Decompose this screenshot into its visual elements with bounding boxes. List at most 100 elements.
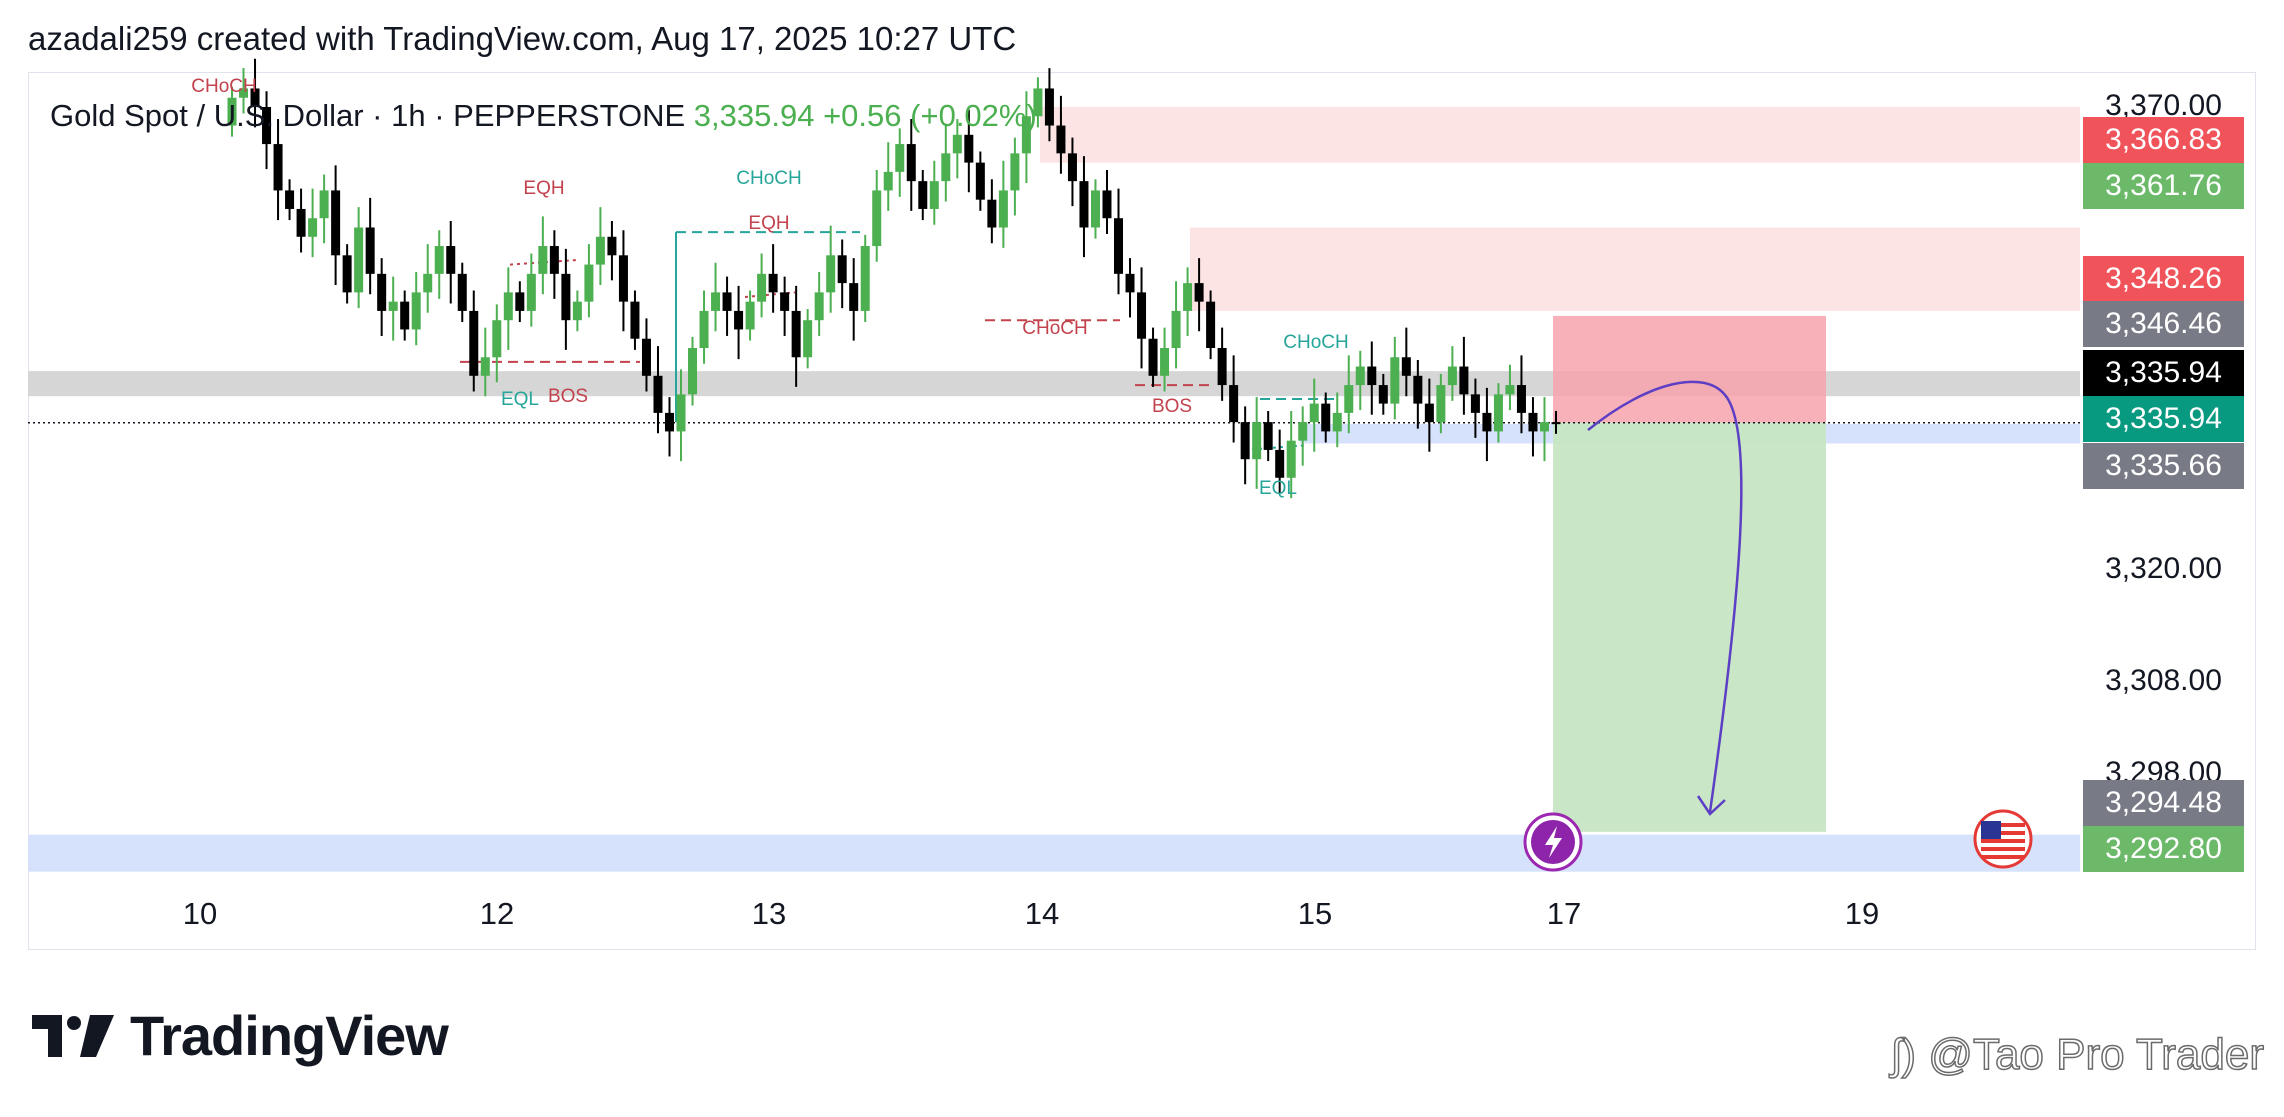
- lightning-event-icon: [1523, 812, 1583, 872]
- candle-body: [1021, 116, 1031, 154]
- candle-body: [1263, 422, 1273, 450]
- candle-body: [400, 301, 410, 330]
- take-profit-box: [1553, 422, 1826, 832]
- candle-body: [262, 107, 272, 145]
- candle-body: [975, 162, 985, 200]
- chart-frame: [28, 72, 2256, 950]
- price-tag: 3,335.94: [2083, 396, 2244, 442]
- candle-body: [1551, 422, 1561, 425]
- price-tag: 3,335.66: [2083, 443, 2244, 489]
- projection-layer: [1587, 380, 1743, 816]
- candle-body: [1505, 385, 1515, 395]
- annotation-label: CHoCH: [736, 168, 801, 189]
- candle-body: [641, 338, 651, 376]
- candle-body: [1252, 422, 1262, 460]
- candle-body: [319, 190, 329, 219]
- candle-body: [664, 412, 674, 432]
- position-layer: [28, 315, 2080, 832]
- candle-body: [1528, 412, 1538, 432]
- candle-body: [1447, 366, 1457, 386]
- candle-body: [1137, 292, 1147, 339]
- candle-body: [331, 190, 341, 256]
- candle-body: [365, 227, 375, 274]
- candle-body: [1125, 273, 1135, 293]
- candle-body: [918, 181, 928, 209]
- candle-body: [1378, 385, 1388, 404]
- candle-body: [1286, 440, 1296, 478]
- candle-body: [1539, 422, 1549, 432]
- candle-body: [250, 88, 260, 107]
- candle-body: [1493, 394, 1503, 432]
- candle-body: [1229, 385, 1239, 423]
- chart-caption: azadali259 created with TradingView.com,…: [28, 20, 1017, 57]
- candle-body: [883, 171, 893, 191]
- candle-body: [1459, 366, 1469, 395]
- candle-body: [653, 375, 663, 413]
- candle-body: [595, 236, 605, 265]
- x-tick-label: 12: [479, 896, 515, 931]
- x-tick-label: 19: [1844, 896, 1880, 931]
- candle-body: [296, 208, 306, 237]
- candle-body: [1401, 357, 1411, 376]
- x-tick-label: 14: [1024, 896, 1060, 931]
- symbol-info[interactable]: Gold Spot / U.S. Dollar · 1h · PEPPERSTO…: [50, 98, 1037, 134]
- candle-body: [987, 199, 997, 228]
- candle-body: [515, 292, 525, 311]
- annotation-label: CHoCH: [191, 76, 256, 97]
- candle-body: [676, 394, 686, 432]
- candle-body: [803, 320, 813, 358]
- price-change: +0.56: [823, 98, 902, 133]
- candle-body: [791, 310, 801, 358]
- candle-body: [768, 273, 778, 293]
- candle-body: [849, 283, 859, 311]
- candle-body: [1344, 385, 1354, 413]
- candle-body: [469, 310, 479, 376]
- candle-body: [273, 144, 283, 191]
- candle-body: [1436, 385, 1446, 423]
- candle-body: [964, 134, 974, 163]
- candle-body: [1067, 153, 1077, 182]
- candle-body: [308, 218, 318, 237]
- price-tag: 3,292.80: [2083, 826, 2244, 872]
- y-tick-label: 3,320.00: [2105, 552, 2222, 586]
- candle-body: [1470, 394, 1480, 413]
- candle-body: [607, 236, 617, 256]
- annotation-label: CHoCH: [1283, 332, 1348, 353]
- watermark-glyph: ʃ): [1891, 1029, 1929, 1080]
- candle-body: [549, 246, 559, 274]
- annotation-label: EQH: [523, 178, 564, 199]
- candles-layer: [227, 58, 1561, 499]
- candle-body: [1413, 375, 1423, 404]
- price-tag: 3,366.83: [2083, 117, 2244, 163]
- annotations-layer: CHoCH EQH CHoCH EQH EQL BOS CHoCH BOS CHoCH EQL: [191, 76, 1348, 499]
- last-price: 3,335.94: [693, 98, 815, 133]
- candle-body: [1160, 347, 1170, 376]
- candle-body: [1194, 283, 1204, 302]
- candle-body: [618, 255, 628, 302]
- price-tag: 3,348.26: [2083, 256, 2244, 302]
- candle-body: [722, 292, 732, 311]
- candle-body: [377, 273, 387, 311]
- candle-body: [423, 273, 433, 293]
- candle-body: [354, 227, 364, 293]
- candle-body: [1148, 338, 1158, 376]
- candle-body: [1516, 385, 1526, 413]
- tradingview-logo-icon: [32, 1014, 114, 1057]
- tradingview-logo[interactable]: TradingView: [32, 1003, 449, 1068]
- candle-body: [906, 144, 916, 182]
- candle-body: [837, 255, 847, 284]
- candle-body: [998, 190, 1008, 228]
- annotation-label: EQH: [748, 213, 789, 234]
- candle-body: [860, 246, 870, 311]
- watermark-text: @Tao Pro Trader: [1928, 1029, 2265, 1080]
- projection-arrow: [1587, 380, 1743, 813]
- candle-body: [1079, 181, 1089, 228]
- candle-body: [480, 357, 490, 376]
- supply-zone: [1040, 107, 2080, 163]
- y-tick-label: 3,308.00: [2105, 663, 2222, 697]
- candle-body: [1367, 366, 1377, 386]
- candle-body: [1240, 422, 1250, 460]
- candle-body: [1332, 412, 1342, 432]
- annotation-label: CHoCH: [1022, 318, 1087, 339]
